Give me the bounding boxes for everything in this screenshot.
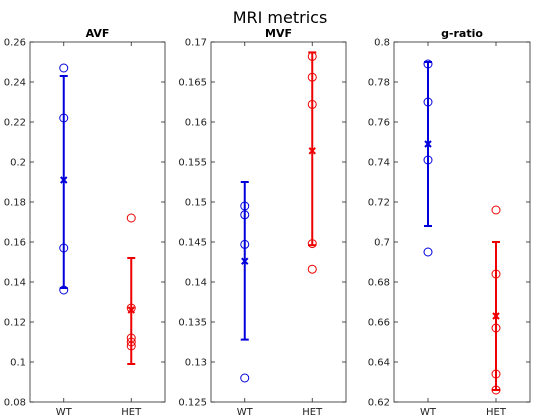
y-tick-label: 0.135: [178, 318, 207, 329]
x-tick-label: WT: [237, 407, 254, 418]
data-point: [307, 99, 317, 109]
data-point: [423, 97, 433, 107]
axes-box: [393, 41, 531, 403]
y-tick-label: 0.14: [4, 278, 26, 289]
series-wt: [59, 63, 69, 295]
y-tick-label: 0.18: [4, 198, 26, 209]
data-point: [59, 63, 69, 73]
y-tick-label: 0.22: [4, 118, 26, 129]
data-point: [126, 341, 136, 351]
data-point: [240, 201, 250, 211]
y-tick-label: 0.24: [4, 78, 26, 89]
data-point: [126, 303, 136, 313]
y-tick-label: 0.12: [4, 318, 26, 329]
data-point: [59, 243, 69, 253]
figure-title: MRI metrics: [233, 8, 328, 27]
y-tick-label: 0.7: [374, 238, 390, 249]
mean-marker: [241, 257, 249, 265]
data-point: [240, 210, 250, 220]
axes-box: [29, 41, 166, 403]
y-tick-label: 0.26: [4, 38, 26, 49]
data-point: [240, 373, 250, 383]
data-point: [491, 385, 501, 395]
y-tick-label: 0.15: [185, 198, 207, 209]
mean-marker: [60, 176, 68, 184]
data-point: [307, 239, 317, 249]
y-tick-label: 0.2: [10, 158, 26, 169]
data-point: [491, 205, 501, 215]
panel-2: g-ratio 0.62 0.64 0.66 0.68 0.7 0.72 0.74 0.76 0.…: [368, 27, 531, 418]
panels-group: AVF 0.08 0.1 0.12 0.14 0.16 0.18 0.2 0.22 0.24 0.2…: [4, 27, 531, 418]
y-tick-label: 0.62: [368, 398, 390, 409]
mean-marker: [424, 140, 432, 148]
data-point: [307, 264, 317, 274]
series-het: [307, 51, 317, 274]
y-tick-label: 0.165: [178, 78, 207, 89]
data-point: [126, 337, 136, 347]
mean-marker: [308, 147, 316, 155]
y-tick-label: 0.72: [368, 198, 390, 209]
panel-title: MVF: [265, 27, 292, 40]
y-tick-label: 0.8: [374, 38, 390, 49]
data-point: [307, 51, 317, 61]
data-point: [59, 285, 69, 295]
y-tick-label: 0.64: [368, 358, 390, 369]
data-point: [307, 72, 317, 82]
y-tick-label: 0.68: [368, 278, 390, 289]
panel-0: AVF 0.08 0.1 0.12 0.14 0.16 0.18 0.2 0.22 0.24 0.2…: [4, 27, 166, 418]
series-wt: [423, 59, 433, 257]
x-tick-label: HET: [121, 407, 142, 418]
y-tick-label: 0.16: [185, 118, 207, 129]
y-tick-label: 0.78: [368, 78, 390, 89]
data-point: [240, 239, 250, 249]
data-point: [126, 213, 136, 223]
x-tick-label: HET: [486, 407, 507, 418]
y-tick-label: 0.13: [185, 358, 207, 369]
data-point: [423, 155, 433, 165]
axes-box: [210, 41, 347, 403]
data-point: [423, 247, 433, 257]
panel-title: AVF: [86, 27, 110, 40]
x-tick-label: WT: [420, 407, 437, 418]
series-het: [126, 213, 136, 365]
series-het: [491, 205, 501, 395]
y-tick-label: 0.08: [4, 398, 26, 409]
y-tick-label: 0.155: [178, 158, 207, 169]
x-tick-label: WT: [56, 407, 73, 418]
y-tick-label: 0.14: [185, 278, 207, 289]
y-tick-label: 0.74: [368, 158, 390, 169]
panel-1: MVF 0.125 0.13 0.135 0.14 0.145 0.15 0.155 0.16 0…: [178, 27, 347, 418]
data-point: [59, 113, 69, 123]
mean-marker: [492, 312, 500, 320]
data-point: [423, 59, 433, 69]
data-point: [491, 269, 501, 279]
data-point: [491, 369, 501, 379]
x-tick-label: HET: [302, 407, 323, 418]
panel-title: g-ratio: [441, 27, 483, 40]
y-tick-label: 0.17: [185, 38, 207, 49]
y-tick-label: 0.16: [4, 238, 26, 249]
data-point: [491, 323, 501, 333]
series-wt: [240, 181, 250, 383]
y-tick-label: 0.76: [368, 118, 390, 129]
y-tick-label: 0.145: [178, 238, 207, 249]
y-tick-label: 0.1: [10, 358, 26, 369]
y-tick-label: 0.66: [368, 318, 390, 329]
y-tick-label: 0.125: [178, 398, 207, 409]
